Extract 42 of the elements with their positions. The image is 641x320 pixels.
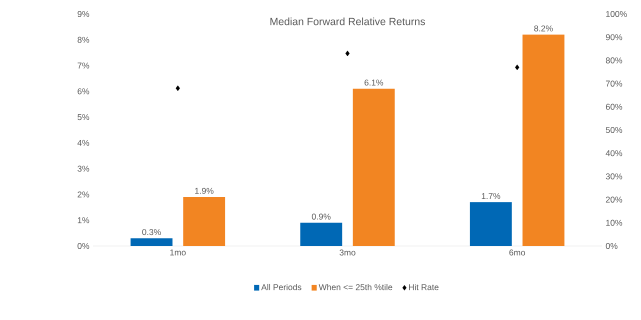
y-tick-label: 5% (78, 114, 90, 120)
data-label: 1.7% (482, 193, 500, 199)
y2-tick-label: 70% (606, 80, 622, 87)
y-tick-label: 1% (78, 217, 90, 224)
data-label: 0.9% (312, 214, 331, 220)
y-tick-label: 9% (78, 11, 90, 17)
x-tick-label: 6mo (509, 250, 526, 256)
bar (183, 197, 226, 246)
point (515, 64, 520, 70)
y2-tick-label: 0% (606, 243, 618, 249)
y2-tick-label: 50% (606, 127, 622, 133)
y-tick-label: 8% (78, 36, 90, 43)
data-label: 6.1% (364, 80, 384, 86)
y2-tick-label: 10% (606, 220, 622, 226)
legend-label: Hit Rate (409, 284, 439, 290)
chart-title: Median Forward Relative Returns (270, 18, 425, 26)
y-tick-label: 2% (78, 191, 90, 198)
y-tick-label: 6% (78, 88, 90, 94)
y2-tick-label: 90% (606, 34, 622, 40)
bar (522, 34, 564, 246)
y2-tick-label: 30% (606, 173, 622, 180)
bar (130, 238, 172, 246)
bar (300, 222, 342, 246)
y-tick-label: 0% (78, 243, 90, 249)
y-tick-label: 4% (77, 140, 90, 146)
y2-tick-label: 40% (606, 150, 622, 156)
y2-tick-label: 100% (606, 11, 627, 17)
x-tick-label: 1mo (170, 250, 186, 256)
data-label: 8.2% (534, 25, 553, 32)
y-tick-label: 3% (78, 166, 90, 172)
data-label: 1.9% (195, 188, 214, 194)
legend-label: All Periods (261, 284, 302, 290)
y2-tick-label: 20% (606, 196, 622, 203)
x-tick-label: 3mo (340, 250, 356, 256)
legend-label: When <= 25th %tile (318, 284, 392, 290)
point (345, 50, 350, 56)
y2-tick-label: 80% (606, 57, 622, 64)
bar (470, 202, 512, 246)
y2-tick-label: 60% (606, 104, 622, 110)
y-tick-label: 7% (78, 62, 90, 69)
bar (352, 88, 395, 246)
data-label: 0.3% (142, 229, 161, 236)
